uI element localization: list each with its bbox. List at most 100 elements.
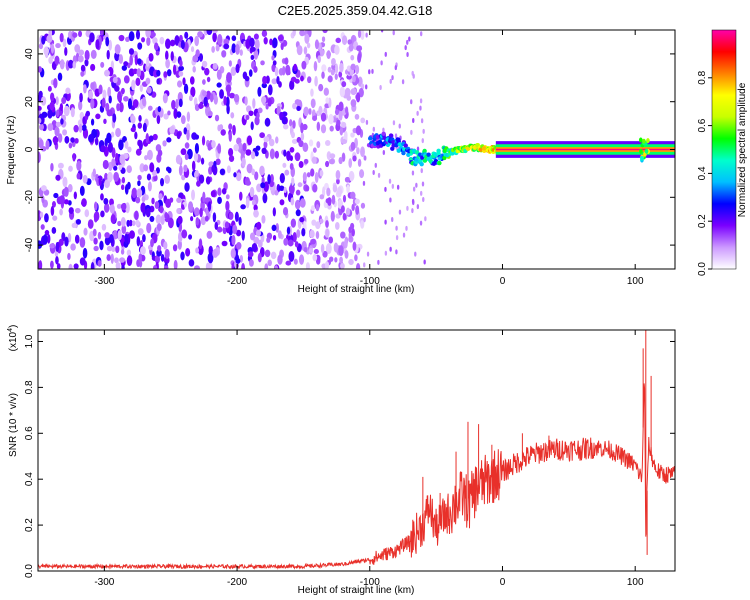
spectrogram-noise-mark (411, 198, 415, 204)
spectrogram-noise-mark (419, 105, 422, 111)
spectrogram-noise-mark (293, 63, 298, 72)
spectrogram-noise-mark (309, 248, 314, 254)
spectrogram-noise-mark (196, 180, 201, 187)
spectrogram-noise-mark (103, 202, 110, 213)
spectrogram-noise-mark (419, 31, 423, 37)
spectrogram-noise-mark (170, 51, 174, 62)
spectrogram-noise-mark (324, 140, 331, 146)
spectrogram-noise-mark (357, 30, 362, 39)
spectrogram-noise-mark (93, 237, 98, 245)
spectrogram-noise-mark (98, 84, 103, 95)
spectrogram-noise-mark (157, 149, 163, 157)
spectrogram-noise-mark (175, 154, 182, 165)
spectrogram-noise-mark (90, 63, 96, 72)
spectrogram-signal-mark (419, 161, 424, 167)
spectrogram-noise-mark (42, 234, 48, 245)
spectrogram-noise-mark (204, 67, 210, 76)
spectrogram-noise-mark (128, 48, 135, 56)
spectrogram-noise-mark (250, 121, 254, 131)
spectrogram-noise-mark (302, 172, 307, 182)
spectrogram-noise-mark (134, 131, 138, 140)
spectrogram-y-label: Frequency (Hz) (6, 116, 17, 185)
spectrogram-noise-mark (384, 51, 387, 57)
spectrogram-noise-mark (334, 257, 338, 263)
spectrogram-signal-mark (640, 155, 644, 161)
spectrogram-noise-mark (364, 155, 367, 161)
spectrogram-noise-mark (74, 234, 80, 244)
spectrogram-noise-mark (354, 254, 358, 262)
spectrogram-noise-mark (106, 49, 110, 60)
spectrogram-noise-mark (420, 118, 424, 124)
spectrogram-noise-mark (92, 228, 97, 237)
spectrogram-noise-mark (292, 120, 296, 129)
spectrogram-y-tick-label: -40 (24, 237, 35, 252)
spectrogram-noise-mark (39, 123, 44, 131)
spectrogram-noise-mark (264, 263, 269, 269)
spectrogram-noise-mark (128, 219, 133, 227)
spectrogram-noise-mark (241, 157, 246, 167)
spectrogram-noise-mark (112, 76, 118, 84)
spectrogram-noise-mark (134, 210, 139, 221)
spectrogram-noise-mark (40, 224, 45, 230)
spectrogram-noise-mark (195, 49, 200, 58)
spectrogram-noise-mark (162, 140, 167, 147)
spectrogram-noise-mark (286, 226, 291, 235)
spectrogram-noise-mark (137, 228, 144, 236)
spectrogram-noise-mark (169, 125, 175, 135)
spectrogram-noise-mark (55, 174, 61, 181)
spectrogram-noise-mark (306, 42, 311, 49)
spectrogram-noise-mark (267, 259, 272, 267)
spectrogram-noise-mark (234, 211, 239, 223)
spectrogram-noise-mark (72, 32, 78, 38)
spectrogram-noise-mark (410, 99, 413, 105)
spectrogram-noise-mark (164, 174, 171, 184)
spectrogram-noise-mark (120, 184, 125, 191)
spectrogram-noise-mark (300, 132, 305, 141)
spectrogram-noise-mark (233, 94, 240, 103)
spectrogram-noise-mark (253, 236, 260, 245)
spectrogram-noise-mark (59, 103, 64, 111)
spectrogram-noise-mark (118, 34, 125, 42)
spectrogram-noise-mark (55, 241, 60, 253)
spectrogram-noise-mark (64, 46, 68, 56)
spectrogram-noise-mark (280, 42, 284, 51)
spectrogram-noise-mark (103, 198, 109, 205)
spectrogram-noise-mark (55, 42, 61, 49)
spectrogram-noise-mark (282, 206, 289, 216)
spectrogram-noise-mark (374, 162, 377, 168)
spectrogram-noise-mark (251, 199, 256, 206)
spectrogram-noise-mark (330, 210, 335, 222)
spectrogram-noise-mark (47, 123, 54, 131)
spectrogram-noise-mark (328, 113, 334, 125)
spectrogram-noise-mark (128, 31, 135, 42)
spectrogram-signal-mark (394, 143, 399, 148)
spectrogram-noise-mark (233, 172, 237, 178)
spectrogram-noise-mark (331, 194, 336, 205)
spectrogram-noise-mark (108, 39, 113, 51)
spectrogram-signal-mark (422, 148, 427, 154)
spectrogram-signal-mark (401, 150, 406, 156)
spectrogram-noise-mark (259, 132, 265, 139)
spectrogram-noise-mark (277, 230, 282, 239)
spectrogram-noise-mark (104, 232, 110, 239)
spectrogram-noise-mark (85, 110, 91, 117)
spectrogram-noise-mark (348, 158, 353, 168)
spectrogram-noise-mark (365, 119, 369, 125)
spectrogram-signal-mark (367, 136, 373, 141)
spectrogram-noise-mark (334, 45, 340, 55)
spectrogram-x-tick-label: -200 (227, 276, 247, 287)
spectrogram-noise-mark (194, 142, 200, 154)
spectrogram-noise-mark (352, 155, 357, 162)
spectrogram-noise-mark (70, 137, 75, 143)
spectrogram-noise-mark (50, 92, 55, 102)
spectrogram-noise-mark (145, 133, 149, 144)
spectrogram-noise-mark (309, 229, 315, 239)
figure-title: C2E5.2025.359.04.42.G18 (278, 3, 433, 18)
spectrogram-noise-mark (299, 216, 305, 223)
spectrogram-noise-mark (285, 64, 291, 76)
spectrogram-noise-mark (125, 202, 130, 214)
snr-spike-marks (422, 330, 652, 555)
spectrogram-noise-mark (194, 134, 200, 140)
spectrogram-noise-mark (78, 123, 83, 133)
